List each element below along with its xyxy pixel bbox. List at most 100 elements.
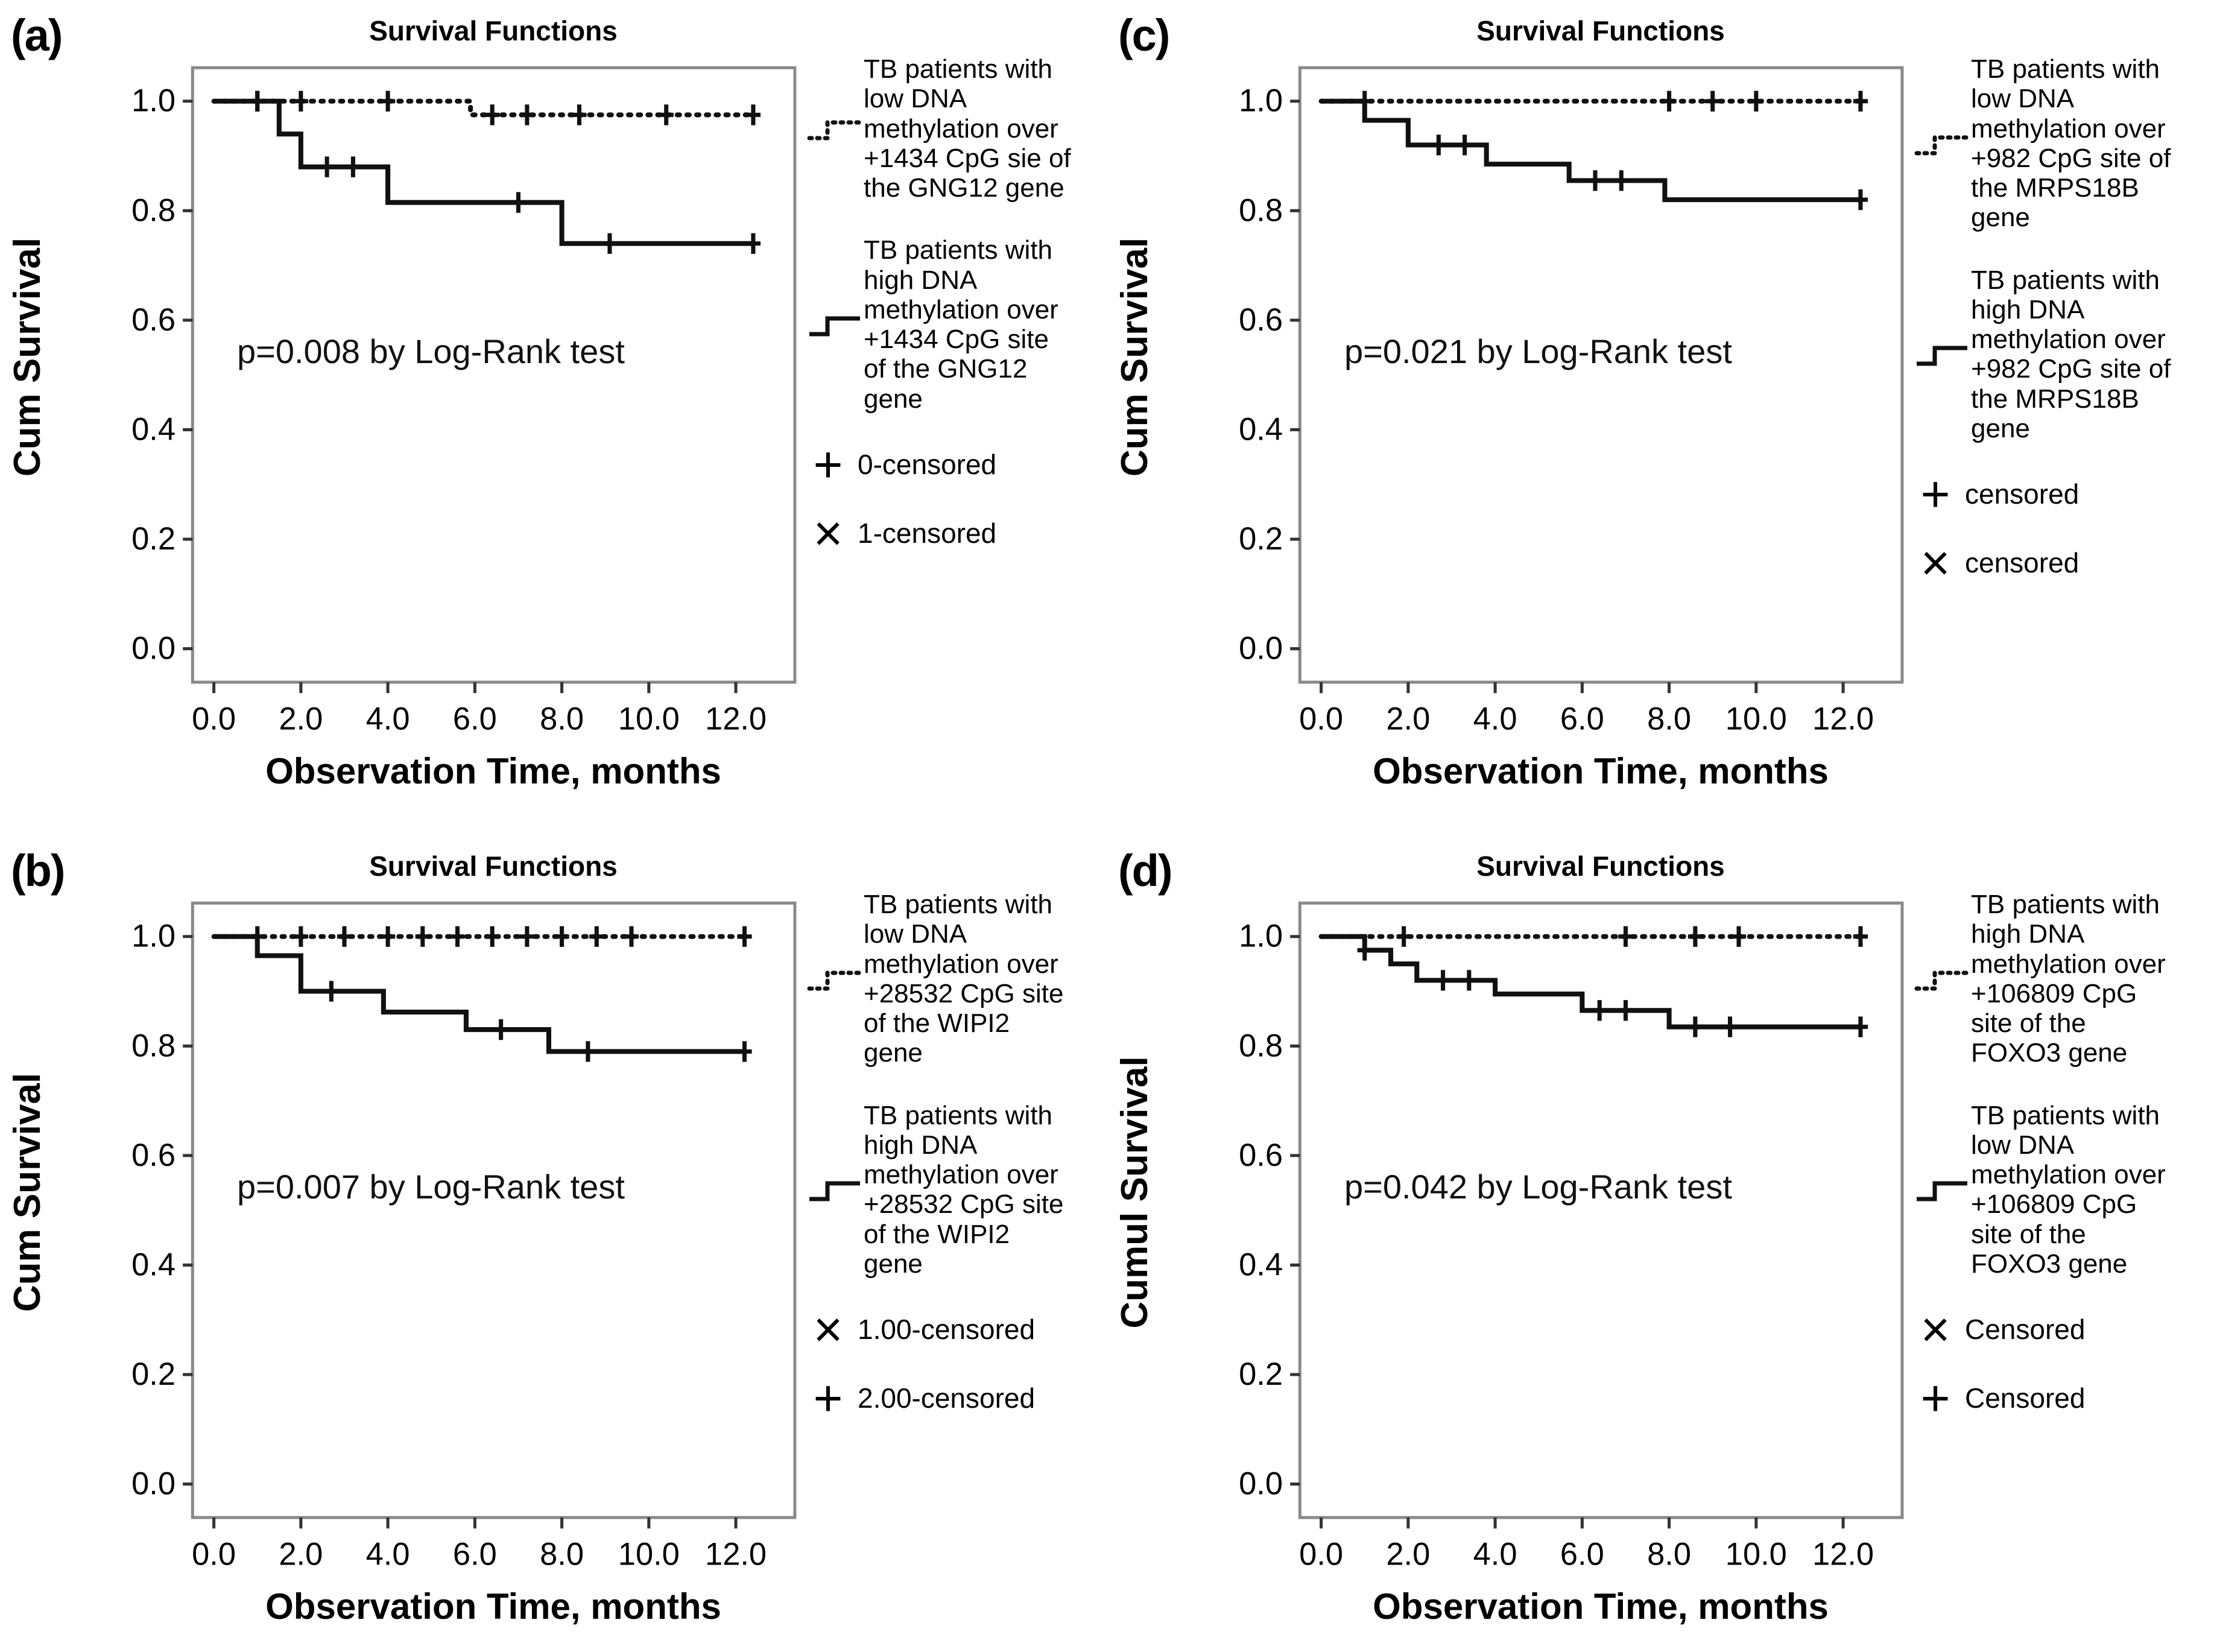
svg-text:0.8: 0.8 (1239, 1028, 1283, 1063)
legend-entry-label: TB patients with high DNA methylation ov… (1971, 890, 2166, 1068)
plot-area-d: Cumul Survival 1.0 0.8 0.6 0.4 0.2 0.0 0.0 2.0 4… (1114, 885, 1908, 1584)
legend-entry: TB patients with high DNA methylation ov… (807, 1101, 1096, 1279)
panel-c: (c) Survival Functions Cum Survival 1.0 0… (1107, 0, 2214, 835)
svg-text:4.0: 4.0 (1473, 702, 1517, 737)
svg-text:0.0: 0.0 (1239, 631, 1283, 666)
svg-text:10.0: 10.0 (1725, 1537, 1787, 1572)
km-plot-a: 1.0 0.8 0.6 0.4 0.2 0.0 0.0 2.0 4.0 6.0 8.0 10.0 12.… (131, 66, 797, 737)
plot-area-c: Cum Survival 1.0 0.8 0.6 0.4 0.2 0.0 0.0 2.0 4.0… (1114, 49, 1908, 749)
plot-column-c: Survival Functions Cum Survival 1.0 0.8 0.… (1114, 14, 1908, 792)
plus-marker-icon: + (1920, 466, 1950, 523)
svg-text:0.2: 0.2 (1239, 1357, 1283, 1392)
panel-a: (a) Survival Functions Cum Survival 1.0 0… (0, 0, 1107, 835)
legend-entry-label: TB patients with low DNA methylation ove… (1971, 54, 2171, 233)
dotted-line-sample-icon (807, 120, 862, 141)
svg-text:4.0: 4.0 (1473, 1537, 1517, 1572)
y-axis-label: Cumul Survival (1114, 1056, 1156, 1329)
legend-entry: TB patients with low DNA methylation ove… (1914, 1101, 2204, 1279)
dotted-line-sample-icon (1914, 970, 1970, 991)
censored-label: Censored (1965, 1382, 2086, 1414)
x-axis-label: Observation Time, months (265, 1586, 721, 1627)
dotted-line-sample-icon (1914, 135, 1970, 156)
svg-text:0.6: 0.6 (131, 1138, 176, 1173)
plus-marker-icon: + (813, 435, 843, 493)
legend-entry: TB patients with high DNA methylation ov… (1914, 890, 2204, 1068)
svg-text:12.0: 12.0 (705, 702, 767, 737)
svg-text:6.0: 6.0 (1560, 702, 1604, 737)
censored-legend-entry: × Censored (1914, 1301, 2204, 1358)
legend-entry-label: TB patients with high DNA methylation ov… (864, 1100, 1064, 1279)
legend-entry: TB patients with low DNA methylation ove… (1914, 54, 2204, 233)
p-value-annotation: p=0.042 by Log-Rank test (1344, 1168, 1732, 1206)
censored-label: 0-censored (858, 448, 997, 480)
svg-text:10.0: 10.0 (618, 702, 680, 737)
svg-text:0.2: 0.2 (131, 1357, 176, 1392)
legend-c: TB patients with low DNA methylation ove… (1908, 0, 2204, 592)
cross-marker-icon: × (813, 1301, 843, 1358)
y-axis-label: Cum Survival (7, 238, 48, 477)
y-axis-label: Cum Survival (7, 1073, 48, 1312)
legend-entry: TB patients with high DNA methylation ov… (1914, 265, 2204, 444)
cross-marker-icon: × (1920, 1301, 1950, 1358)
svg-text:0.8: 0.8 (1239, 193, 1283, 228)
censored-label: 1.00-censored (858, 1314, 1036, 1346)
svg-text:0.0: 0.0 (131, 631, 176, 666)
dotted-line-sample-icon (807, 970, 862, 991)
km-plot-b: 1.0 0.8 0.6 0.4 0.2 0.0 0.0 2.0 4.0 6.0 8.0 10.0 12.… (131, 901, 797, 1572)
svg-text:0.0: 0.0 (1239, 1467, 1283, 1502)
svg-text:0.8: 0.8 (131, 1028, 176, 1063)
svg-text:0.4: 0.4 (131, 412, 176, 447)
svg-text:8.0: 8.0 (1647, 1537, 1691, 1572)
p-value-annotation: p=0.021 by Log-Rank test (1344, 332, 1732, 370)
legend-entry: TB patients with low DNA methylation ove… (807, 890, 1096, 1068)
svg-text:0.6: 0.6 (131, 303, 176, 338)
svg-text:6.0: 6.0 (1560, 1537, 1604, 1572)
legend-entry: TB patients with high DNA methylation ov… (807, 235, 1096, 414)
svg-text:1.0: 1.0 (131, 919, 176, 954)
svg-text:1.0: 1.0 (131, 84, 176, 119)
svg-text:0.6: 0.6 (1239, 303, 1283, 338)
svg-text:10.0: 10.0 (618, 1537, 680, 1572)
svg-text:2.0: 2.0 (1386, 702, 1430, 737)
plot-column-a: Survival Functions Cum Survival 1.0 0.8 0.… (7, 14, 801, 792)
solid-line-sample-icon (809, 1181, 860, 1201)
censored-legend-entry: × 1-censored (807, 508, 1096, 559)
svg-text:0.0: 0.0 (1299, 1537, 1343, 1572)
svg-text:2.0: 2.0 (279, 702, 323, 737)
y-axis-label: Cum Survival (1114, 238, 1156, 477)
panel-letter-d: (d) (1118, 846, 1172, 896)
km-plot-d: 1.0 0.8 0.6 0.4 0.2 0.0 0.0 2.0 4.0 6.0 8.0 10.0 12.… (1239, 901, 1904, 1572)
svg-text:0.8: 0.8 (131, 193, 176, 228)
legend-entry-label: TB patients with low DNA methylation ove… (864, 54, 1071, 203)
svg-text:0.0: 0.0 (1299, 702, 1343, 737)
p-value-annotation: p=0.007 by Log-Rank test (237, 1168, 625, 1206)
censored-label: 2.00-censored (858, 1382, 1036, 1414)
svg-text:6.0: 6.0 (453, 1537, 497, 1572)
svg-text:2.0: 2.0 (1386, 1537, 1430, 1572)
p-value-annotation: p=0.008 by Log-Rank test (237, 332, 625, 370)
svg-text:10.0: 10.0 (1725, 702, 1787, 737)
legend-entry: TB patients with low DNA methylation ove… (807, 54, 1096, 203)
svg-text:2.0: 2.0 (279, 1537, 323, 1572)
censored-legend-entry: + 0-censored (807, 435, 1096, 493)
censored-legend-entry: + 2.00-censored (807, 1373, 1096, 1423)
svg-text:4.0: 4.0 (366, 1537, 410, 1572)
svg-text:1.0: 1.0 (1239, 919, 1283, 954)
legend-b: TB patients with low DNA methylation ove… (801, 835, 1096, 1423)
svg-text:4.0: 4.0 (366, 702, 410, 737)
solid-line-sample-icon (1917, 1181, 1967, 1201)
svg-text:0.4: 0.4 (1239, 412, 1283, 447)
cross-marker-icon: × (1920, 534, 1950, 592)
plot-area-b: Cum Survival 1.0 0.8 0.6 0.4 0.2 0.0 0.0 2.0 4.0… (7, 885, 801, 1584)
plus-marker-icon: + (1920, 1370, 1950, 1427)
plot-column-d: Survival Functions Cumul Survival 1.0 0.8… (1114, 850, 1908, 1627)
svg-text:6.0: 6.0 (453, 702, 497, 737)
x-axis-label: Observation Time, months (1373, 751, 1829, 791)
censored-label: censored (1965, 547, 2080, 579)
legend-a: TB patients with low DNA methylation ove… (801, 0, 1096, 559)
plot-column-b: Survival Functions Cum Survival 1.0 0.8 0.… (7, 850, 801, 1627)
panel-b: (b) Survival Functions Cum Survival 1.0 0… (0, 835, 1107, 1652)
plot-area-a: Cum Survival 1.0 0.8 0.6 0.4 0.2 0.0 0.0 2.0 4.0… (7, 49, 801, 749)
svg-text:0.2: 0.2 (1239, 522, 1283, 557)
